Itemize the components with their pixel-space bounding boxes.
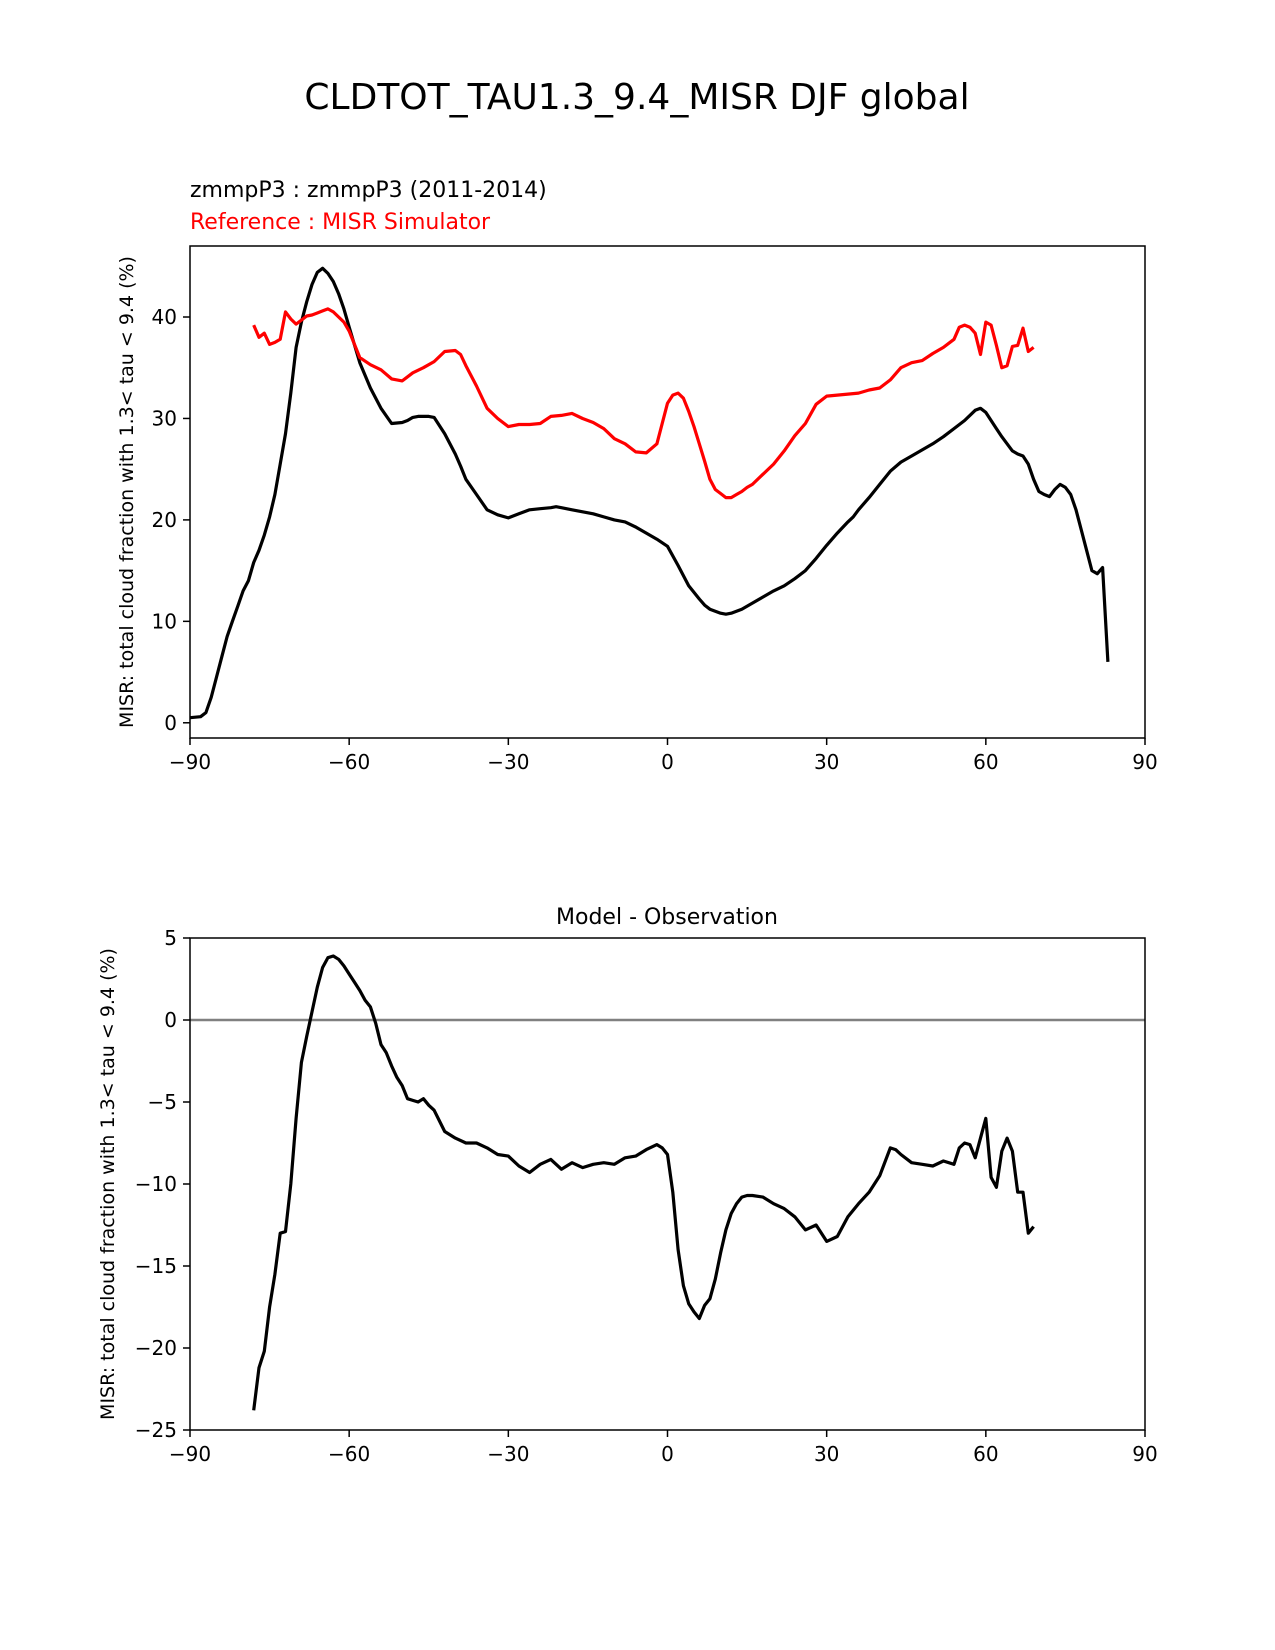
x-tick-label: 90: [1132, 1442, 1157, 1466]
test-label: zmmpP3 : zmmpP3 (2011-2014): [190, 178, 547, 203]
bottom-y-axis-label: MISR: total cloud fraction with 1.3< tau…: [97, 948, 119, 1420]
y-tick-label: 0: [164, 711, 177, 735]
bottom-panel: Model - Observation −90 −60 −30 0 30 60 90 5 0 −5…: [97, 905, 1158, 1466]
y-tick-label: −20: [135, 1336, 177, 1360]
top-axes-frame: [189, 245, 1146, 739]
x-tick-label: 60: [973, 750, 998, 774]
reference-series-line: [252, 307, 1035, 500]
x-tick-label: −60: [328, 750, 370, 774]
y-tick-label: 20: [152, 508, 177, 532]
figure-title: CLDTOT_TAU1.3_9.4_MISR DJF global: [304, 77, 969, 118]
x-tick-label: −30: [487, 750, 529, 774]
diff-title: Model - Observation: [556, 905, 778, 930]
x-tick-label: 0: [661, 750, 674, 774]
reference-label: Reference : MISR Simulator: [190, 210, 491, 235]
y-tick-label: −25: [135, 1418, 177, 1442]
y-tick-label: −5: [148, 1090, 177, 1114]
y-tick-label: 40: [152, 305, 177, 329]
x-tick-label: 60: [973, 1442, 998, 1466]
y-tick-label: 0: [164, 1008, 177, 1032]
x-tick-label: −90: [169, 750, 211, 774]
x-tick-label: −60: [328, 1442, 370, 1466]
test-series-line: [189, 266, 1110, 720]
x-tick-label: 30: [814, 1442, 839, 1466]
top-plot-area: −90 −60 −30 0 30 60 90 0 10 20 30 40: [152, 266, 1158, 774]
y-tick-label: −15: [135, 1254, 177, 1278]
y-tick-label: 30: [152, 406, 177, 430]
x-tick-label: 30: [814, 750, 839, 774]
top-panel: zmmpP3 : zmmpP3 (2011-2014) Reference : …: [116, 178, 1158, 774]
top-y-axis-label: MISR: total cloud fraction with 1.3< tau…: [116, 256, 138, 728]
x-tick-label: 90: [1132, 750, 1157, 774]
bottom-plot-area: −90 −60 −30 0 30 60 90 5 0 −5 −10 −15 −20 −25: [135, 926, 1158, 1466]
y-tick-label: 5: [164, 926, 177, 950]
y-tick-label: −10: [135, 1172, 177, 1196]
x-tick-label: 0: [661, 1442, 674, 1466]
bottom-axes-frame: [189, 937, 1146, 1431]
y-tick-label: 10: [152, 609, 177, 633]
x-tick-label: −90: [169, 1442, 211, 1466]
x-tick-label: −30: [487, 1442, 529, 1466]
difference-series-line: [252, 954, 1035, 1411]
